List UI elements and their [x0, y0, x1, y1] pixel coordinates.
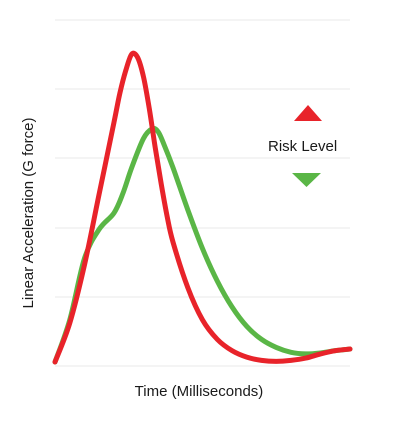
legend-label: Risk Level [268, 138, 337, 155]
series-line-green [52, 125, 353, 365]
triangle-up-icon [294, 105, 322, 121]
series-group [52, 50, 353, 365]
y-axis-label: Linear Acceleration (G force) [20, 118, 37, 309]
triangle-down-icon [292, 173, 321, 187]
series-line-red [52, 50, 353, 365]
x-axis-label: Time (Milliseconds) [135, 383, 264, 400]
